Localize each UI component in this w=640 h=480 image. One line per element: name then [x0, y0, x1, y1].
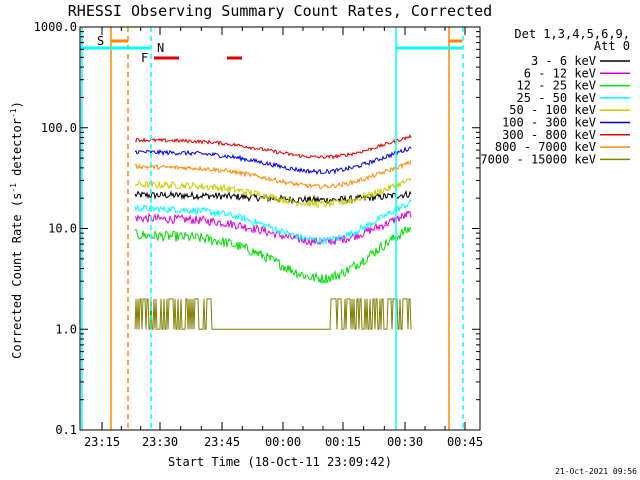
legend-label: 3 - 6 keV — [531, 54, 596, 68]
x-ticks: 23:15 23:30 23:45 00:00 00:15 00:30 00:45 — [84, 27, 483, 449]
legend-header-line: Det 1,3,4,5,6,9, — [514, 27, 630, 41]
x-tick-label: 00:45 — [447, 435, 483, 449]
y-ticks: 0.1 1.0 10.0 100.0 1000.0 — [34, 20, 480, 437]
series-line-7 — [134, 160, 412, 190]
y-axis-title-sup-2: -1 — [9, 108, 18, 118]
series-line-4 — [134, 177, 412, 209]
y-tick-label: 10.0 — [48, 222, 77, 236]
legend-header-line: Att 0 — [594, 39, 630, 53]
x-tick-label: 23:15 — [84, 435, 120, 449]
legend-label: 25 - 50 keV — [517, 91, 596, 105]
x-tick-label: 23:30 — [142, 435, 178, 449]
night-label: N — [157, 41, 164, 55]
x-tick-label: 00:00 — [265, 435, 301, 449]
saa-label: S — [97, 34, 104, 48]
legend-label: 7000 - 15000 keV — [480, 152, 596, 166]
x-tick-label: 00:15 — [325, 435, 361, 449]
y-tick-label: 1000.0 — [34, 20, 77, 34]
x-tick-label: 00:30 — [387, 435, 423, 449]
legend-label: 800 - 7000 keV — [495, 140, 596, 154]
series-line-3 — [134, 198, 412, 246]
svg-text:Corrected Count Rate (s-1 dete: Corrected Count Rate (s-1 detector-1) — [9, 101, 24, 359]
y-axis-title-part-1: Corrected Count Rate (s — [10, 193, 24, 359]
flare-label: F — [141, 51, 148, 65]
chart-title: RHESSI Observing Summary Count Rates, Co… — [68, 2, 492, 20]
timestamp: 21-Oct-2021 09:56 — [555, 467, 637, 476]
x-tick-label: 23:45 — [204, 435, 240, 449]
legend-label: 50 - 100 keV — [509, 103, 596, 117]
legend-label: 300 - 800 keV — [502, 128, 596, 142]
plot-frame — [79, 26, 481, 431]
series-layer — [134, 133, 412, 330]
plot-area: S NF 0.1 1.0 10.0 100.0 1000.0 23:15 23:30 23:4… — [34, 20, 483, 449]
series-line-2 — [134, 226, 412, 285]
legend-label: 6 - 12 keV — [524, 66, 596, 80]
y-axis-title-part-2: detector — [10, 118, 24, 183]
series-line-5 — [134, 146, 412, 176]
series-line-8 — [134, 298, 412, 330]
y-axis-title: Corrected Count Rate (s-1 detector-1) — [9, 101, 24, 359]
series-line-6 — [134, 133, 412, 160]
x-axis-title: Start Time (18-Oct-11 23:09:42) — [168, 455, 392, 469]
y-axis-title-sup-1: -1 — [9, 183, 18, 193]
legend-label: 100 - 300 keV — [502, 116, 596, 130]
y-tick-label: 0.1 — [55, 423, 77, 437]
y-tick-label: 100.0 — [41, 121, 77, 135]
legend-header: Det 1,3,4,5,6,9,Att 0 — [514, 27, 630, 53]
series-line-0 — [134, 190, 412, 205]
legend-label: 12 - 25 keV — [517, 79, 596, 93]
y-axis-title-part-3: ) — [10, 101, 24, 108]
y-tick-label: 1.0 — [55, 322, 77, 336]
